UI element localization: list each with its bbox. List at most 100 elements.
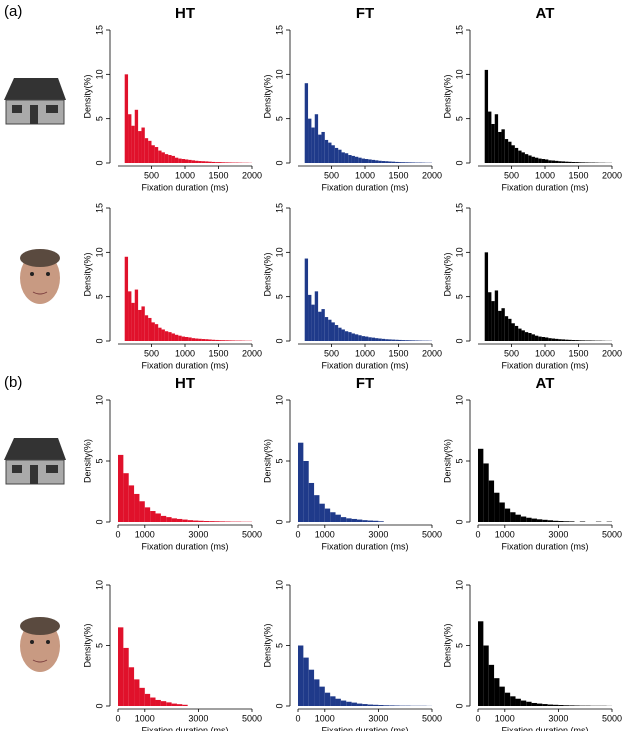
bar: [328, 319, 332, 341]
bar: [304, 83, 309, 163]
bar: [118, 627, 124, 706]
bar: [515, 698, 521, 706]
x-tick-label: 3000: [188, 713, 208, 723]
y-tick-label: 10: [274, 395, 284, 405]
bar: [499, 502, 505, 522]
bar: [151, 145, 155, 163]
bar: [182, 519, 188, 522]
bar: [308, 294, 312, 341]
bar: [304, 258, 309, 341]
bar: [581, 340, 586, 341]
x-axis-label: Fixation duration (ms): [141, 725, 228, 731]
bar: [585, 340, 589, 341]
bar: [225, 340, 229, 341]
bar: [383, 705, 390, 706]
bar: [318, 134, 322, 163]
bar: [356, 703, 363, 706]
bar: [231, 340, 236, 341]
bar: [138, 309, 142, 341]
bar: [581, 162, 586, 163]
bar: [208, 339, 212, 341]
bar: [398, 339, 402, 341]
y-tick-label: 10: [94, 580, 104, 590]
bar: [510, 696, 516, 706]
bar: [494, 678, 500, 706]
bar: [144, 138, 149, 163]
bar: [340, 700, 347, 706]
bar: [171, 333, 175, 341]
bar: [128, 114, 132, 163]
bar: [578, 162, 582, 163]
bar: [528, 333, 532, 341]
x-axis-label: Fixation duration (ms): [501, 182, 588, 192]
x-tick-label: 1000: [495, 529, 515, 539]
bar: [334, 147, 339, 163]
y-tick-label: 0: [454, 338, 464, 343]
bar: [351, 702, 357, 706]
bar: [148, 140, 152, 163]
bar: [531, 334, 535, 341]
bar: [228, 162, 232, 163]
bar: [498, 131, 502, 163]
bar: [164, 154, 169, 163]
bar: [534, 157, 539, 163]
bar: [508, 141, 512, 163]
bar: [298, 645, 304, 706]
bar: [484, 252, 489, 341]
y-axis-label: Density(%): [82, 623, 92, 667]
chart-title: HT: [175, 5, 195, 22]
bar: [563, 521, 570, 522]
bar: [218, 340, 222, 341]
chart-title: FT: [356, 5, 374, 22]
x-tick-label: 2000: [242, 170, 262, 180]
x-tick-label: 1000: [135, 529, 155, 539]
y-tick-label: 15: [274, 25, 284, 35]
bar: [565, 339, 569, 341]
bar: [571, 162, 576, 163]
bar: [553, 704, 559, 706]
bar: [483, 463, 489, 522]
bar: [578, 340, 582, 341]
bar: [391, 161, 396, 163]
bar: [524, 154, 529, 163]
bar: [346, 518, 352, 522]
bar: [351, 518, 357, 522]
y-tick-label: 10: [274, 69, 284, 79]
bar: [303, 461, 309, 522]
x-tick-label: 2000: [422, 170, 442, 180]
bar: [178, 335, 182, 341]
bar: [354, 334, 359, 341]
bar: [405, 340, 409, 341]
y-tick-label: 5: [94, 294, 104, 299]
x-tick-label: 5000: [602, 529, 622, 539]
bar: [538, 158, 542, 163]
panel-label: (a): [4, 3, 22, 20]
bar: [318, 311, 322, 341]
bar: [371, 159, 376, 163]
bar: [494, 492, 500, 522]
y-axis-label: Density(%): [442, 252, 452, 296]
bar: [141, 306, 145, 341]
bar: [373, 704, 379, 706]
bar: [547, 704, 554, 706]
bar: [154, 324, 159, 341]
bar: [324, 317, 329, 341]
bar: [341, 152, 345, 163]
bar: [221, 162, 226, 163]
bar: [398, 162, 402, 163]
y-tick-label: 0: [274, 338, 284, 343]
x-tick-label: 1500: [568, 170, 588, 180]
y-tick-label: 5: [94, 458, 104, 463]
bar: [161, 329, 165, 341]
bar: [141, 127, 145, 163]
y-tick-label: 10: [274, 247, 284, 257]
bar: [358, 335, 362, 341]
bar: [565, 161, 569, 163]
y-tick-label: 5: [94, 116, 104, 121]
bar: [319, 503, 325, 522]
bar: [367, 704, 374, 706]
bar: [491, 123, 495, 163]
bar: [131, 302, 135, 341]
bar: [171, 155, 175, 163]
y-tick-label: 10: [274, 580, 284, 590]
